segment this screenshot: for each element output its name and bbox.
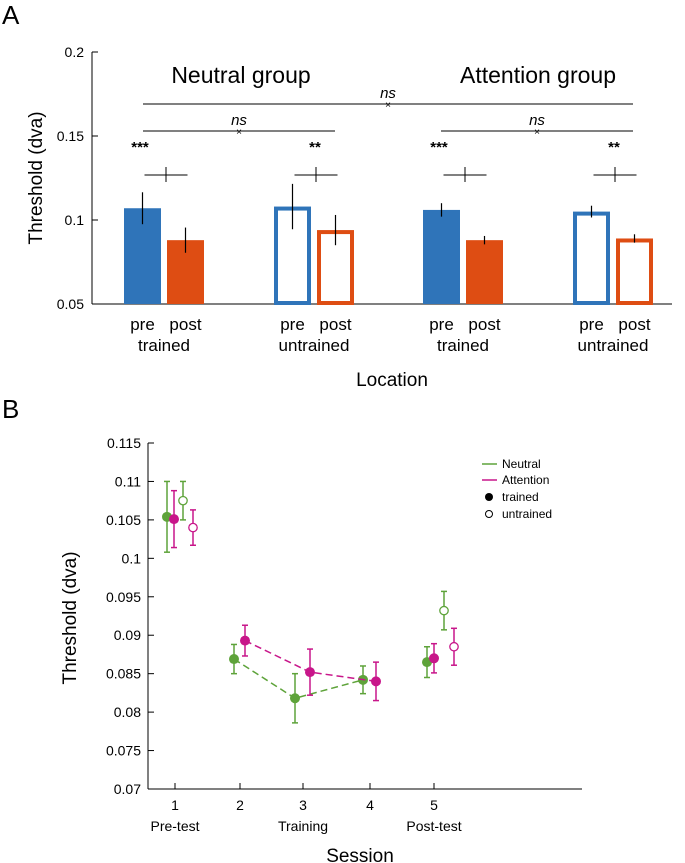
y-tick-label: 0.05: [57, 296, 84, 312]
significance-stars: **: [309, 139, 321, 156]
x-tick-label: 2: [236, 797, 244, 813]
bar: [616, 238, 653, 305]
location-label: untrained: [578, 336, 649, 355]
x-axis-title: Session: [326, 846, 394, 863]
x-tick-label: 5: [430, 797, 438, 813]
post-label: post: [468, 315, 500, 334]
location-label: trained: [437, 336, 489, 355]
legend-trained-label: trained: [502, 490, 539, 504]
y-tick-label: 0.105: [106, 512, 141, 528]
data-point: [188, 522, 198, 533]
panel-a-letter: A: [2, 0, 20, 30]
panel-b-axes: 0.07 0.075 0.08 0.085 0.09 0.095 0.1 0.105 0.11 0…: [60, 435, 582, 863]
y-tick-label: 0.115: [107, 435, 141, 451]
y-tick-label: 0.1: [65, 212, 85, 228]
ns-label: ns: [529, 112, 545, 129]
y-tick-label: 0.11: [115, 473, 141, 489]
bar: [124, 208, 161, 304]
pre-label: pre: [429, 315, 454, 334]
group-title-attention: Attention group: [460, 62, 616, 88]
data-point: [305, 667, 315, 678]
bar: [573, 211, 610, 306]
series-line: [233, 658, 364, 700]
panel-b-legend: Neutral Attention trained untrained: [482, 457, 552, 521]
data-point: [169, 514, 179, 525]
ns-marker: ×: [534, 127, 540, 138]
data-point: [229, 654, 239, 665]
legend-untrained-marker: [485, 510, 493, 518]
pre-label: pre: [130, 315, 155, 334]
significance-stars: ***: [131, 139, 149, 156]
data-point: [371, 676, 381, 687]
legend-attention-label: Attention: [502, 473, 549, 487]
panel-b-letter: B: [2, 394, 19, 424]
post-label: post: [618, 315, 650, 334]
data-point: [290, 693, 300, 704]
pre-label: pre: [280, 315, 305, 334]
ns-label: ns: [380, 85, 396, 102]
panel-a-bars: [124, 183, 653, 306]
ns-label: ns: [231, 112, 247, 129]
significance-stars: ***: [430, 139, 448, 156]
data-point: [439, 605, 449, 616]
data-point: [449, 641, 459, 652]
y-axis-title: Threshold (dva): [26, 111, 47, 244]
post-label: post: [169, 315, 201, 334]
data-point: [178, 495, 188, 506]
group-title-neutral: Neutral group: [171, 62, 310, 88]
y-tick-label: 0.09: [114, 627, 141, 643]
post-label: post: [319, 315, 351, 334]
x-tick-label: 1: [171, 797, 179, 813]
legend-neutral-label: Neutral: [502, 457, 541, 471]
bar: [423, 209, 460, 304]
x-sublabel: Post-test: [406, 818, 461, 834]
x-axis-title: Location: [356, 370, 428, 391]
y-tick-label: 0.075: [106, 743, 141, 759]
significance-stars: **: [608, 139, 620, 156]
legend-trained-marker: [485, 493, 493, 501]
y-tick-label: 0.2: [65, 44, 85, 60]
pre-label: pre: [579, 315, 604, 334]
panel-b-data: [162, 480, 459, 724]
y-tick-label: 0.095: [106, 589, 141, 605]
location-label: trained: [138, 336, 190, 355]
data-point: [429, 653, 439, 664]
x-tick-label: 3: [299, 797, 307, 813]
bar: [466, 240, 503, 304]
x-sublabel: Pre-test: [150, 818, 199, 834]
y-tick-label: 0.08: [114, 704, 141, 720]
x-sublabel: Training: [278, 818, 328, 834]
location-label: untrained: [279, 336, 350, 355]
y-axis-title: Threshold (dva): [60, 551, 81, 684]
ns-marker: ×: [236, 127, 242, 138]
y-tick-label: 0.1: [122, 550, 142, 566]
x-tick-label: 4: [366, 797, 374, 813]
y-tick-label: 0.07: [114, 781, 141, 797]
ns-marker: ×: [385, 100, 391, 111]
y-tick-label: 0.15: [57, 128, 84, 144]
legend-untrained-label: untrained: [502, 507, 552, 521]
y-tick-label: 0.085: [106, 666, 141, 682]
data-point: [240, 635, 250, 646]
